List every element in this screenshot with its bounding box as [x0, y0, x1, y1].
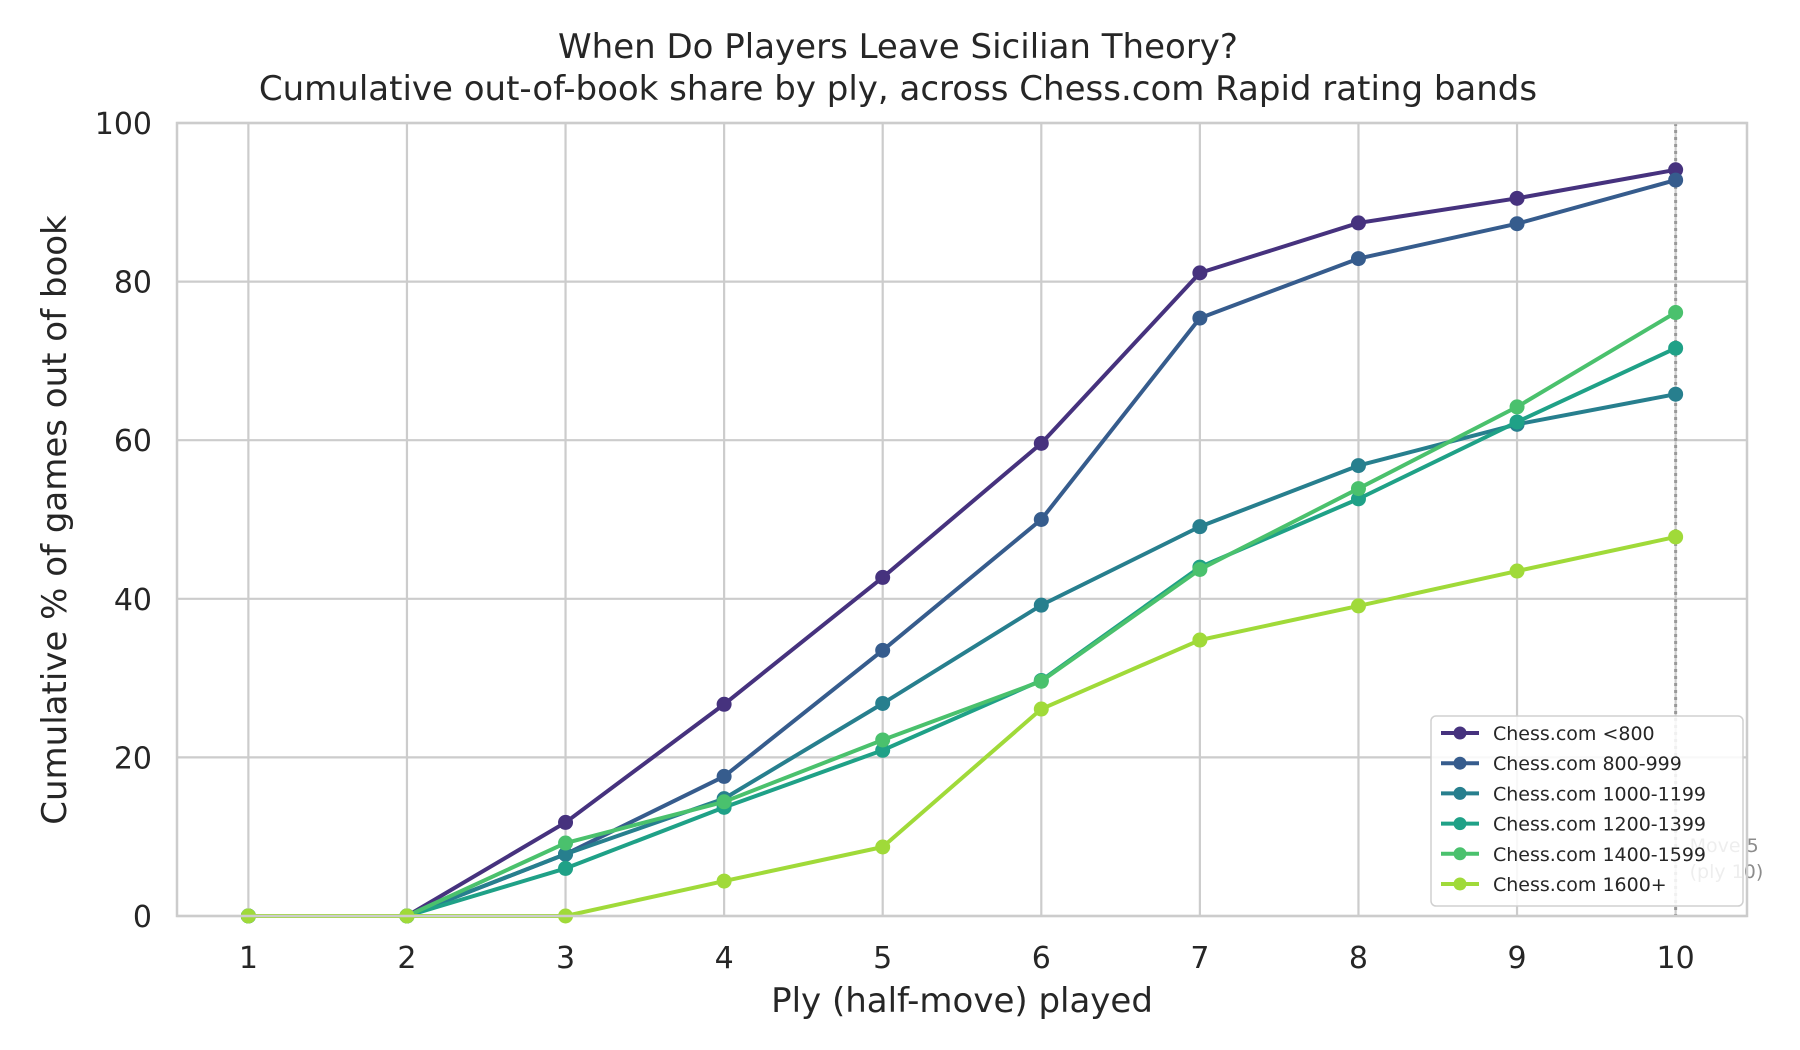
data-point — [1192, 632, 1208, 648]
data-point — [1668, 162, 1684, 178]
chart-subtitle: Cumulative out-of-book share by ply, acr… — [259, 69, 1537, 109]
legend-entry: Chess.com 1200-1399 — [1441, 814, 1706, 836]
data-point — [875, 839, 891, 855]
legend-entry: Chess.com 1600+ — [1441, 874, 1667, 896]
data-point — [1192, 561, 1208, 577]
series-line — [246, 167, 1678, 918]
data-point — [716, 768, 732, 784]
data-point — [1668, 172, 1684, 188]
data-point — [1668, 340, 1684, 356]
legend-label: Chess.com 1600+ — [1493, 874, 1667, 896]
data-point — [1668, 529, 1684, 545]
data-point — [716, 873, 732, 889]
data-point — [1350, 598, 1366, 614]
x-tick-label: 3 — [556, 941, 575, 976]
y-tick-label: 0 — [133, 900, 152, 935]
data-point — [875, 732, 891, 748]
data-point — [875, 642, 891, 658]
data-point — [875, 569, 891, 585]
data-point — [875, 695, 891, 711]
legend-label: Chess.com 1200-1399 — [1493, 814, 1706, 836]
plot-frame — [175, 121, 1749, 918]
legend-swatch-marker — [1453, 726, 1467, 740]
x-tick-label: 10 — [1657, 941, 1695, 976]
data-point — [1350, 251, 1366, 267]
x-axis-label: Ply (half-move) played — [771, 981, 1153, 1021]
x-tick-label: 5 — [873, 941, 892, 976]
data-point — [1509, 216, 1525, 232]
series-line — [246, 392, 1678, 918]
data-point — [716, 696, 732, 712]
y-tick-label: 40 — [114, 583, 152, 618]
data-point — [558, 814, 574, 830]
legend-entry: Chess.com <800 — [1441, 723, 1655, 745]
legend-label: Chess.com <800 — [1493, 723, 1655, 745]
x-tick-label: 7 — [1190, 941, 1209, 976]
data-point — [1509, 190, 1525, 206]
legend-swatch-marker — [1453, 786, 1467, 800]
data-point — [1509, 414, 1525, 430]
legend-entry: Chess.com 1000-1199 — [1441, 783, 1706, 805]
data-point — [716, 794, 732, 810]
x-tick-label: 8 — [1349, 941, 1368, 976]
data-point — [1033, 597, 1049, 613]
legend: Chess.com <800 Chess.com 800-999 Chess.com… — [1430, 715, 1744, 907]
series-line — [246, 310, 1678, 918]
x-tick-label: 6 — [1032, 941, 1051, 976]
data-point — [1668, 386, 1684, 402]
legend-swatch-marker — [1453, 877, 1467, 891]
data-point — [1192, 310, 1208, 326]
y-axis-label: Cumulative % of games out of book — [35, 215, 75, 825]
data-point — [1033, 673, 1049, 689]
legend-label: Chess.com 1000-1199 — [1493, 783, 1706, 805]
y-tick-label: 100 — [95, 107, 152, 142]
series-group — [240, 162, 1684, 924]
chart-title: When Do Players Leave Sicilian Theory? — [558, 27, 1238, 67]
legend-swatch-marker — [1453, 847, 1467, 861]
data-point — [1350, 215, 1366, 231]
data-point — [1509, 399, 1525, 415]
y-tick-label: 20 — [114, 741, 152, 776]
data-point — [558, 846, 574, 862]
x-tick-label: 2 — [397, 941, 416, 976]
x-tick-label: 1 — [239, 941, 258, 976]
data-point — [1033, 512, 1049, 527]
legend-label: Chess.com 800-999 — [1493, 753, 1682, 775]
x-tick-label: 9 — [1508, 941, 1527, 976]
legend-swatch-marker — [1453, 756, 1467, 770]
data-point — [875, 742, 891, 758]
legend-box — [1430, 715, 1744, 907]
data-point — [558, 860, 574, 876]
legend-label: Chess.com 1400-1599 — [1493, 844, 1706, 866]
data-point — [1350, 491, 1366, 507]
data-point — [1350, 458, 1366, 474]
data-point — [1192, 519, 1208, 535]
data-point — [1192, 265, 1208, 281]
data-point — [1033, 435, 1049, 451]
data-point — [558, 835, 574, 851]
data-point — [1509, 563, 1525, 579]
data-point — [1350, 481, 1366, 497]
legend-entry: Chess.com 800-999 — [1441, 753, 1682, 775]
y-tick-label: 60 — [114, 424, 152, 459]
y-tick-label: 80 — [114, 266, 152, 301]
data-point — [1033, 701, 1049, 717]
series-line — [246, 346, 1678, 918]
legend-entry: Chess.com 1400-1599 — [1441, 844, 1706, 866]
data-point — [1668, 305, 1684, 321]
legend-swatch-marker — [1453, 817, 1467, 831]
x-tick-label: 4 — [715, 941, 734, 976]
